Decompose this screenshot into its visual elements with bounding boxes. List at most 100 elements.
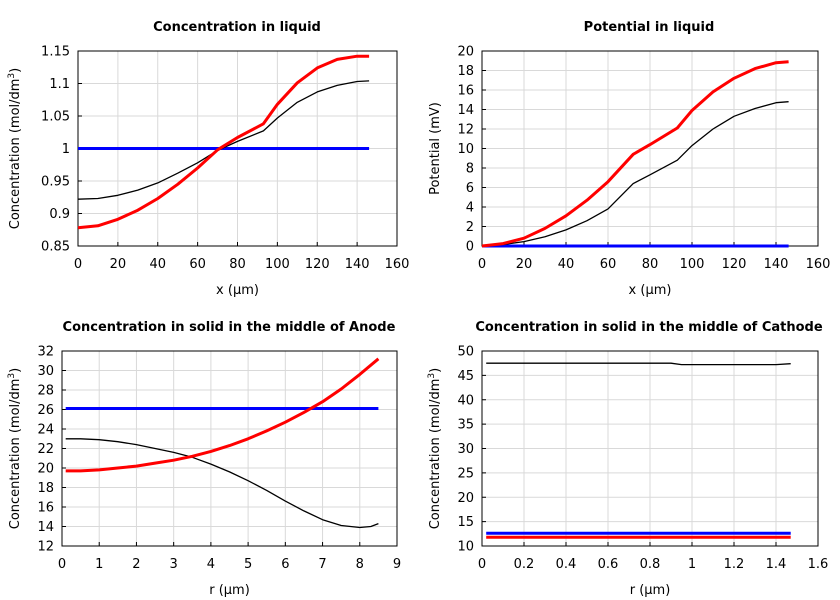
y-tick-label: 40 bbox=[457, 393, 474, 408]
y-axis-label-text: Potential (mV) bbox=[428, 102, 443, 195]
y-axis-label: Concentration (mol/dm3) bbox=[7, 68, 23, 230]
y-axis-label: Concentration (mol/dm3) bbox=[7, 368, 23, 530]
y-tick-label: 24 bbox=[37, 423, 54, 438]
x-tick-label: 20 bbox=[516, 257, 533, 272]
x-tick-label: 80 bbox=[642, 257, 659, 272]
y-tick-label: 26 bbox=[37, 403, 54, 418]
y-axis-label-superscript: 3 bbox=[7, 373, 17, 379]
x-tick-label: 0.8 bbox=[640, 557, 661, 572]
x-tick-label: 0.2 bbox=[514, 557, 535, 572]
y-tick-label: 0.95 bbox=[41, 175, 70, 190]
y-axis-label-text: Concentration (mol/dm bbox=[8, 79, 23, 230]
y-axis-label-close: ) bbox=[8, 368, 23, 373]
x-tick-label: 8 bbox=[356, 557, 364, 572]
x-axis-label: x (µm) bbox=[629, 283, 672, 298]
x-tick-label: 0 bbox=[58, 557, 66, 572]
x-tick-label: 6 bbox=[281, 557, 289, 572]
gridlines bbox=[482, 351, 818, 546]
y-tick-label: 30 bbox=[37, 364, 54, 379]
y-axis-label: Concentration (mol/dm3) bbox=[427, 368, 443, 530]
x-tick-label: 1 bbox=[95, 557, 103, 572]
x-axis-label: r (µm) bbox=[630, 583, 671, 598]
chart-title: Potential in liquid bbox=[584, 20, 715, 35]
x-tick-label: 5 bbox=[244, 557, 252, 572]
chart-panel-1: Concentration in liquid 0 20 40 60 80 100 120 14… bbox=[7, 20, 409, 298]
x-tick-label: 0 bbox=[478, 557, 486, 572]
x-tick-label: 160 bbox=[385, 257, 410, 272]
y-axis-label-text: Concentration (mol/dm bbox=[8, 379, 23, 530]
x-tick-label: 2 bbox=[132, 557, 140, 572]
y-tick-label: 25 bbox=[457, 466, 474, 481]
x-tick-label: 40 bbox=[149, 257, 166, 272]
x-tick-label: 60 bbox=[600, 257, 617, 272]
x-tick-label: 100 bbox=[680, 257, 705, 272]
y-axis-label-close: ) bbox=[428, 368, 443, 373]
chart-panel-3: Concentration in solid in the middle of … bbox=[7, 320, 401, 598]
series-line-3 bbox=[65, 357, 380, 473]
x-tick-label: 1.6 bbox=[808, 557, 829, 572]
y-tick-label: 22 bbox=[37, 442, 54, 457]
y-tick-label: 1.05 bbox=[41, 110, 70, 125]
y-tick-label: 4 bbox=[466, 201, 474, 216]
x-tick-label: 160 bbox=[806, 257, 831, 272]
series-line-2 bbox=[481, 101, 789, 247]
y-axis-label-close: ) bbox=[8, 68, 23, 73]
y-axis-label-superscript: 3 bbox=[7, 73, 17, 79]
x-tick-label: 4 bbox=[207, 557, 215, 572]
y-tick-label: 35 bbox=[457, 418, 474, 433]
y-tick-label: 12 bbox=[37, 540, 54, 555]
x-tick-label: 0.4 bbox=[556, 557, 577, 572]
chart-panel-4: Concentration in solid in the middle of … bbox=[427, 320, 828, 598]
chart-title: Concentration in solid in the middle of … bbox=[475, 320, 823, 335]
x-tick-label: 0 bbox=[478, 257, 486, 272]
y-tick-label: 20 bbox=[457, 491, 474, 506]
y-tick-label: 0 bbox=[466, 240, 474, 255]
series-line-3 bbox=[77, 54, 370, 230]
x-tick-label: 140 bbox=[764, 257, 789, 272]
y-tick-label: 28 bbox=[37, 384, 54, 399]
x-tick-label: 1.4 bbox=[766, 557, 787, 572]
y-tick-label: 18 bbox=[37, 481, 54, 496]
series-line-2 bbox=[77, 80, 370, 200]
y-tick-label: 16 bbox=[457, 84, 474, 99]
x-tick-label: 120 bbox=[722, 257, 747, 272]
x-tick-label: 9 bbox=[393, 557, 401, 572]
x-axis-label: x (µm) bbox=[216, 283, 259, 298]
y-tick-label: 32 bbox=[37, 345, 54, 360]
y-tick-label: 14 bbox=[457, 103, 474, 118]
y-tick-label: 45 bbox=[457, 369, 474, 384]
y-tick-label: 8 bbox=[466, 162, 474, 177]
series-line-3 bbox=[481, 60, 789, 248]
y-tick-label: 10 bbox=[457, 540, 474, 555]
y-axis-label-superscript: 3 bbox=[427, 373, 437, 379]
y-axis-label: Potential (mV) bbox=[428, 102, 443, 195]
chart-title: Concentration in liquid bbox=[153, 20, 321, 35]
series-line-2 bbox=[65, 438, 379, 529]
y-tick-label: 10 bbox=[457, 142, 474, 157]
y-tick-label: 0.9 bbox=[49, 207, 70, 222]
y-tick-label: 12 bbox=[457, 123, 474, 138]
x-tick-label: 1 bbox=[688, 557, 696, 572]
chart-title: Concentration in solid in the middle of … bbox=[63, 320, 396, 335]
y-tick-label: 15 bbox=[457, 515, 474, 530]
gridlines bbox=[62, 351, 397, 546]
y-tick-label: 1.15 bbox=[41, 45, 70, 60]
x-tick-label: 7 bbox=[318, 557, 326, 572]
x-tick-label: 3 bbox=[170, 557, 178, 572]
x-tick-label: 120 bbox=[305, 257, 330, 272]
y-tick-label: 20 bbox=[37, 462, 54, 477]
y-tick-label: 18 bbox=[457, 64, 474, 79]
y-tick-label: 14 bbox=[37, 520, 54, 535]
x-tick-label: 60 bbox=[189, 257, 206, 272]
y-tick-label: 6 bbox=[466, 181, 474, 196]
x-tick-label: 0.6 bbox=[598, 557, 619, 572]
series-line-3 bbox=[486, 362, 791, 366]
x-tick-label: 20 bbox=[110, 257, 127, 272]
x-tick-label: 1.2 bbox=[724, 557, 745, 572]
y-tick-label: 30 bbox=[457, 442, 474, 457]
y-tick-label: 16 bbox=[37, 501, 54, 516]
y-tick-label: 20 bbox=[457, 45, 474, 60]
x-tick-label: 40 bbox=[558, 257, 575, 272]
